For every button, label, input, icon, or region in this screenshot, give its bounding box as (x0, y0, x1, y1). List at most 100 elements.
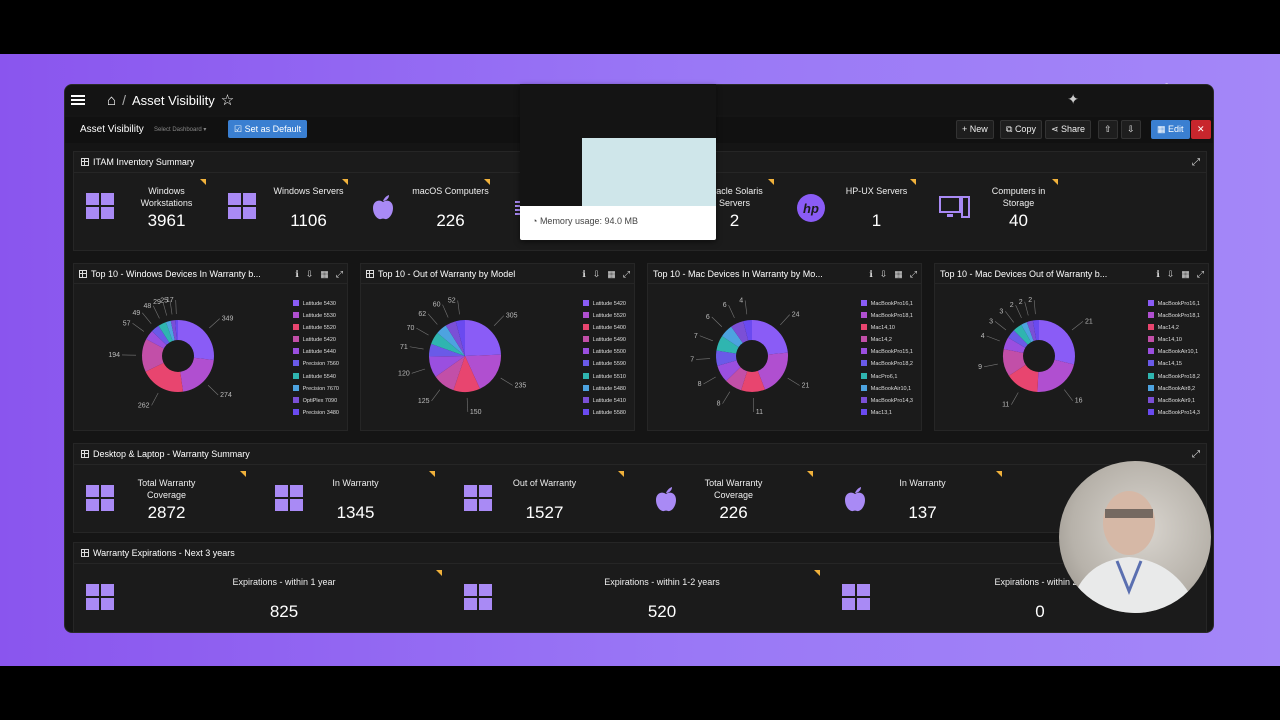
legend-item[interactable]: Latitude 5580 (582, 407, 626, 419)
chart-slice[interactable] (431, 332, 465, 356)
legend-item[interactable]: Precision 3480 (292, 407, 339, 419)
legend-item[interactable]: MacBookPro16,1 (1147, 298, 1200, 310)
expand-icon[interactable]: ⤢ (335, 269, 343, 279)
table-icon[interactable]: ▦ (1181, 269, 1190, 279)
legend-item[interactable]: Latitude 5400 (582, 322, 626, 334)
computer-icon (938, 193, 970, 223)
legend-item[interactable]: Latitude 5410 (582, 395, 626, 407)
stat-card[interactable]: Expirations - within 1-2 years 520 (452, 566, 822, 632)
stat-card[interactable]: hp HP-UX Servers 1 (784, 175, 924, 245)
sparkle-icon[interactable]: ✦ (1067, 91, 1079, 107)
expand-icon[interactable]: ⤢ (909, 269, 917, 279)
stat-card[interactable]: Windows Servers 1106 (216, 175, 356, 245)
legend-item[interactable]: MacBookPro18,2 (1147, 371, 1200, 383)
legend-item[interactable]: Mac14,10 (1147, 334, 1200, 346)
stat-card[interactable]: Expirations - within 1 year 825 (74, 566, 444, 632)
legend-item[interactable]: MacPro6,1 (860, 371, 913, 383)
legend-item[interactable]: Latitude 5440 (292, 346, 339, 358)
stat-card[interactable]: Computers in Storage 40 (926, 175, 1066, 245)
favorite-star-icon[interactable]: ☆ (220, 92, 235, 109)
legend-item[interactable]: Latitude 5420 (582, 298, 626, 310)
legend-item[interactable]: Mac14,15 (1147, 358, 1200, 370)
legend-item[interactable]: MacBookPro14,3 (860, 395, 913, 407)
legend-item[interactable]: Latitude 5430 (292, 298, 339, 310)
download-icon[interactable]: ⇩ (592, 269, 601, 279)
info-icon[interactable]: ℹ (869, 269, 873, 279)
menu-icon[interactable] (71, 93, 85, 107)
legend-item[interactable]: MacBookAir10,1 (1147, 346, 1200, 358)
home-icon[interactable]: ⌂ (107, 91, 117, 109)
table-icon[interactable]: ▦ (894, 269, 903, 279)
legend-item[interactable]: MacBookPro18,1 (860, 310, 913, 322)
legend-item[interactable]: MacBookPro18,2 (860, 358, 913, 370)
legend-item[interactable]: MacBookPro14,3 (1147, 407, 1200, 419)
legend-item[interactable]: Latitude 5480 (582, 383, 626, 395)
table-icon[interactable]: ▦ (607, 269, 616, 279)
select-dashboard-dropdown[interactable]: Select Dashboard ▾ (154, 127, 207, 133)
download-icon[interactable]: ⇩ (1166, 269, 1175, 279)
legend-item[interactable]: Latitude 5420 (292, 334, 339, 346)
chart-slice[interactable] (429, 356, 465, 377)
expand-icon[interactable]: ⤢ (1192, 449, 1200, 460)
info-icon[interactable]: ℹ (295, 269, 299, 279)
info-icon[interactable]: ℹ (1156, 269, 1160, 279)
chart-slice[interactable] (716, 350, 752, 366)
legend-item[interactable]: Mac14,2 (860, 334, 913, 346)
upload-icon[interactable]: ⇧ (1098, 120, 1118, 139)
legend-item[interactable]: Mac14,2 (1147, 322, 1200, 334)
legend-swatch (582, 300, 589, 306)
chart-slice[interactable] (429, 343, 465, 357)
legend-item[interactable]: OptiPlex 7090 (292, 395, 339, 407)
edit-button[interactable]: ▦ Edit (1151, 120, 1190, 139)
chart-slice[interactable] (465, 320, 501, 356)
chart-slice[interactable] (445, 321, 465, 356)
expand-icon[interactable]: ⤢ (1196, 269, 1204, 279)
new-button[interactable]: + New (956, 120, 994, 139)
legend-item[interactable]: Mac13,1 (860, 407, 913, 419)
legend-item[interactable]: MacBookPro16,1 (860, 298, 913, 310)
copy-button[interactable]: ⧉ Copy (1000, 120, 1042, 139)
stat-label: Expirations - within 2-3 (994, 577, 1086, 587)
stat-card[interactable]: In Warranty 1345 (263, 467, 443, 537)
share-button[interactable]: ⋖ Share (1045, 120, 1092, 139)
table-icon[interactable]: ▦ (320, 269, 329, 279)
legend-item[interactable]: Latitude 5590 (582, 358, 626, 370)
info-icon[interactable]: ℹ (582, 269, 586, 279)
legend-item[interactable]: Latitude 5520 (582, 310, 626, 322)
chart-slice[interactable] (455, 320, 465, 356)
stat-card[interactable]: macOS Computers 226 (358, 175, 498, 245)
legend-item[interactable]: Latitude 5520 (292, 322, 339, 334)
legend-item[interactable]: MacBookAir10,1 (860, 383, 913, 395)
chart-slice[interactable] (465, 354, 501, 389)
stat-card[interactable]: Out of Warranty 1527 (452, 467, 632, 537)
chart-slice[interactable] (142, 339, 178, 372)
stat-card[interactable]: Total Warranty Coverage 226 (641, 467, 821, 537)
chart-slice[interactable] (741, 356, 766, 392)
legend-item[interactable]: MacBookPro15,1 (860, 346, 913, 358)
download-icon[interactable]: ⇩ (305, 269, 314, 279)
stat-card[interactable]: Total Warranty Coverage 2872 (74, 467, 254, 537)
download-icon[interactable]: ⇩ (1121, 120, 1141, 139)
download-icon[interactable]: ⇩ (879, 269, 888, 279)
legend-item[interactable]: Latitude 5530 (292, 310, 339, 322)
close-button[interactable]: ✕ (1191, 120, 1211, 139)
legend-item[interactable]: Latitude 5500 (582, 346, 626, 358)
set-default-button[interactable]: ☑ Set as Default (228, 120, 308, 138)
legend-item[interactable]: Precision 7670 (292, 383, 339, 395)
legend-item[interactable]: Latitude 5490 (582, 334, 626, 346)
legend-item[interactable]: MacBookAir9,1 (1147, 395, 1200, 407)
data-label: 235 (515, 382, 527, 389)
legend-item[interactable]: Latitude 5510 (582, 371, 626, 383)
legend-item[interactable]: MacBookAir8,2 (1147, 383, 1200, 395)
legend-item[interactable]: Mac14,10 (860, 322, 913, 334)
legend-item[interactable]: Precision 7560 (292, 358, 339, 370)
chart-slice[interactable] (435, 356, 465, 391)
expand-icon[interactable]: ⤢ (1192, 157, 1200, 168)
chart-slice[interactable] (453, 356, 480, 392)
expand-icon[interactable]: ⤢ (622, 269, 630, 279)
chart-slice[interactable] (437, 325, 465, 356)
legend-item[interactable]: Latitude 5540 (292, 371, 339, 383)
legend-item[interactable]: MacBookPro18,1 (1147, 310, 1200, 322)
stat-card[interactable]: In Warranty 137 (830, 467, 1010, 537)
stat-card[interactable]: Windows Workstations 3961 (74, 175, 214, 245)
